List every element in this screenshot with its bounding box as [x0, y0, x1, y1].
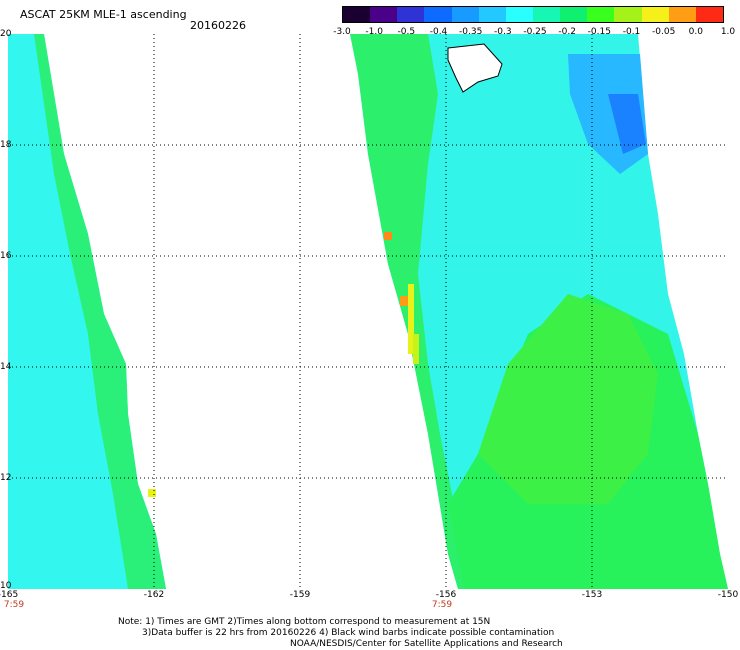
colorbar-segment	[505, 7, 533, 22]
x-tick-5: -153	[581, 590, 603, 600]
colorbar-segment	[641, 7, 669, 22]
colorbar-label: -0.25	[523, 27, 547, 37]
y-tick-3: 16	[0, 251, 12, 261]
colorbar-label: -0.5	[397, 27, 416, 37]
left-swath-yellow-patch	[148, 489, 156, 497]
right-swath-deep-blue	[608, 94, 646, 154]
colorbar-label: -0.2	[558, 27, 576, 37]
x-tick-3: -159	[289, 590, 311, 600]
x-tick-4: -156	[435, 590, 457, 600]
x-tick-2: -162	[143, 590, 165, 600]
colorbar-segment	[424, 7, 452, 22]
colorbar-label: -0.4	[429, 27, 448, 37]
colorbar-segment	[451, 7, 479, 22]
colorbar-segment	[695, 7, 723, 22]
colorbar-label: -0.15	[587, 27, 611, 37]
y-tick-4: 14	[0, 362, 12, 372]
colorbar-segment	[478, 7, 506, 22]
map-date: 20160226	[190, 19, 246, 32]
right-swath-green-center	[478, 294, 658, 504]
colorbar-label: -1.0	[365, 27, 383, 37]
wind-swath-map	[8, 34, 728, 589]
island-white	[447, 43, 503, 93]
note-line-3: NOAA/NESDIS/Center for Satellite Applica…	[290, 639, 563, 649]
colorbar-label: -3.0	[333, 27, 351, 37]
grid	[8, 34, 728, 589]
colorbar-segment	[532, 7, 561, 22]
note-line-2: 3)Data buffer is 22 hrs from 20160226 4)…	[142, 628, 555, 638]
colorbar-segment	[397, 7, 425, 22]
colorbar-segment	[343, 7, 371, 22]
colorbar-label: -0.1	[622, 27, 641, 37]
left-swath-green-edge	[34, 34, 166, 589]
y-tick-6: 10	[0, 581, 12, 591]
colorbar-label: 1.0	[720, 27, 736, 37]
y-tick-1: 20	[0, 29, 12, 39]
colorbar-label: -0.35	[459, 27, 483, 37]
time-label-left: 7:59	[3, 600, 25, 610]
colorbar-segment	[668, 7, 696, 22]
colorbar-segment	[587, 7, 615, 22]
colorbar-segment	[560, 7, 588, 22]
colorbar	[342, 6, 724, 23]
map-plot	[8, 34, 728, 589]
note-line-1: Note: 1) Times are GMT 2)Times along bot…	[118, 617, 491, 627]
x-tick-1: -165	[0, 590, 19, 600]
colorbar-segment	[370, 7, 398, 22]
right-swath-orange-2	[400, 296, 410, 306]
colorbar-segment	[614, 7, 642, 22]
colorbar-label: -0.3	[494, 27, 512, 37]
right-swath-yellow-1	[408, 284, 414, 354]
y-tick-5: 12	[0, 473, 12, 483]
x-tick-6: -150	[717, 590, 739, 600]
colorbar-label: -0.05	[652, 27, 676, 37]
right-swath-yellow-2	[413, 334, 419, 364]
map-title: ASCAT 25KM MLE-1 ascending	[20, 8, 187, 21]
y-tick-2: 18	[0, 140, 12, 150]
right-swath-orange-1	[384, 232, 392, 240]
right-swath-green-west	[350, 34, 464, 589]
colorbar-label: 0.0	[688, 27, 703, 37]
time-label-right: 7:59	[431, 600, 453, 610]
